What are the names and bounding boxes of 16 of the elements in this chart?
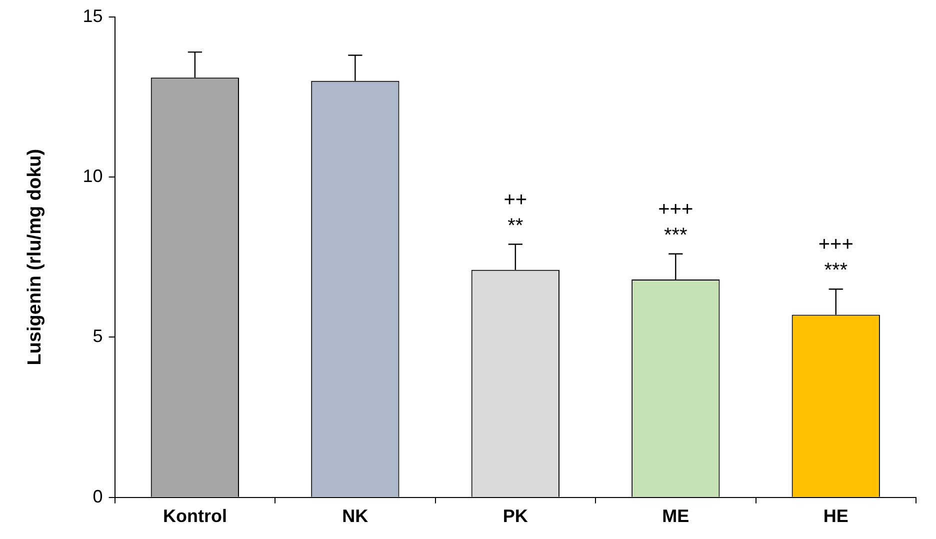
y-tick-label: 10 <box>82 166 103 186</box>
y-tick-label: 5 <box>92 326 103 346</box>
x-tick-label: HE <box>823 506 848 526</box>
y-tick-label: 0 <box>92 486 103 506</box>
x-tick-label: PK <box>502 506 528 526</box>
annotation: ++ <box>504 188 528 211</box>
x-tick-label: ME <box>662 506 690 526</box>
annotation: ** <box>508 214 524 237</box>
annotation: *** <box>664 224 688 246</box>
annotation: +++ <box>658 198 694 220</box>
x-tick-label: Kontrol <box>162 506 227 526</box>
y-tick-label: 15 <box>82 6 103 26</box>
annotation: *** <box>824 260 848 282</box>
y-axis-title: Lusigenin (rlu/mg doku) <box>24 148 46 366</box>
annotation: +++ <box>818 234 854 256</box>
x-tick-label: NK <box>342 506 368 526</box>
